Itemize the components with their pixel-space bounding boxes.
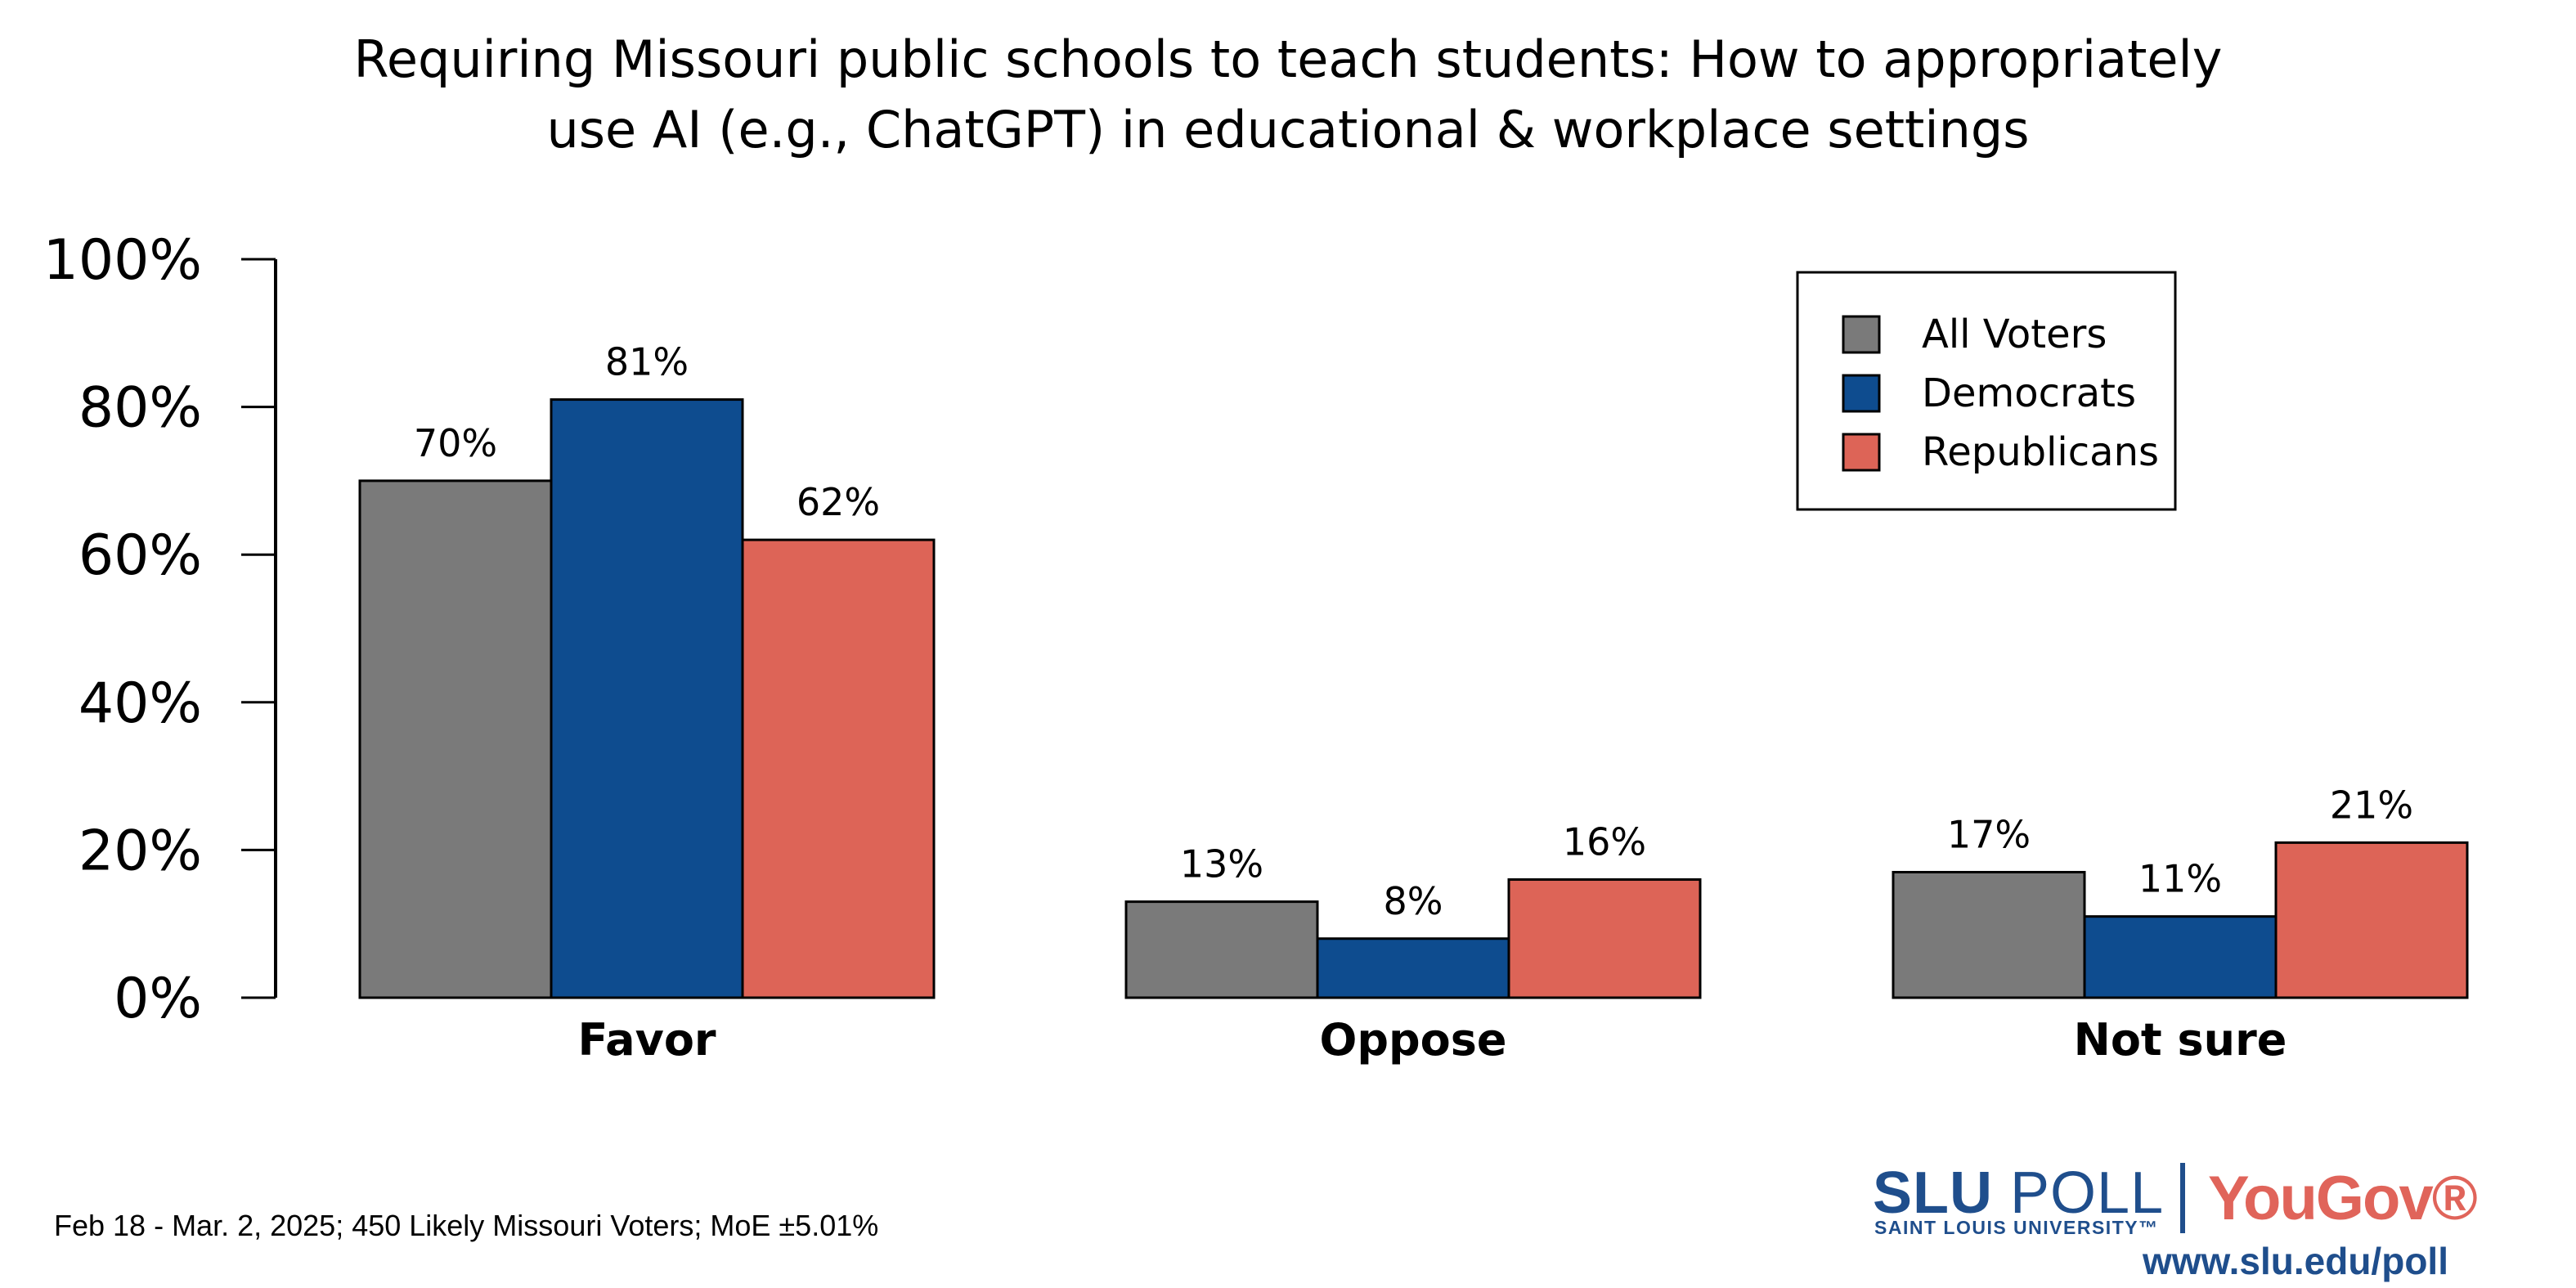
data-label: 21% bbox=[2330, 783, 2413, 827]
legend-swatch bbox=[1842, 433, 1881, 472]
y-tick-label: 80% bbox=[79, 376, 202, 441]
poll-url[interactable]: www.slu.edu/poll bbox=[2143, 1240, 2448, 1282]
legend-label: All Voters bbox=[1922, 312, 2107, 357]
slu-yougov-logo: SLU POLL SAINT LOUIS UNIVERSITY™ YouGov®… bbox=[1865, 1145, 2486, 1284]
bar-all-voters bbox=[358, 479, 553, 999]
slu-poll-logo: SLU POLL bbox=[1873, 1160, 2165, 1226]
data-label: 13% bbox=[1180, 842, 1263, 886]
bar-democrats bbox=[1316, 937, 1510, 999]
bar-republicans bbox=[1507, 878, 1702, 999]
data-label: 8% bbox=[1384, 879, 1443, 923]
yougov-logo: YouGov® bbox=[2208, 1164, 2478, 1233]
y-tick-label: 40% bbox=[79, 671, 202, 736]
y-tick-label: 60% bbox=[79, 523, 202, 588]
category-label: Oppose bbox=[1319, 1014, 1506, 1066]
data-label: 17% bbox=[1947, 812, 2031, 856]
data-label: 62% bbox=[797, 480, 880, 524]
legend-label: Democrats bbox=[1922, 370, 2136, 416]
chart-title-line-1: Requiring Missouri public schools to tea… bbox=[353, 29, 2223, 89]
y-tick-label: 20% bbox=[79, 819, 202, 883]
bar-democrats bbox=[550, 398, 744, 999]
bar-all-voters bbox=[1892, 870, 2086, 999]
y-tick-label: 100% bbox=[43, 228, 202, 293]
chart-title-line-2: use AI (e.g., ChatGPT) in educational & … bbox=[546, 100, 2030, 159]
category-label: Favor bbox=[577, 1014, 716, 1066]
y-tick-label: 0% bbox=[114, 967, 202, 1031]
legend-label: Republicans bbox=[1922, 429, 2159, 475]
category-label: Not sure bbox=[2074, 1014, 2287, 1066]
bar-republicans bbox=[2274, 841, 2469, 999]
data-label: 70% bbox=[414, 421, 497, 465]
logo-divider bbox=[2180, 1163, 2185, 1233]
data-label: 81% bbox=[605, 340, 689, 384]
footer-note: Feb 18 - Mar. 2, 2025; 450 Likely Missou… bbox=[54, 1209, 879, 1242]
data-label: 16% bbox=[1563, 820, 1646, 864]
bar-all-voters bbox=[1124, 900, 1319, 999]
bar-republicans bbox=[741, 538, 936, 999]
legend-swatch bbox=[1842, 315, 1881, 354]
data-label: 11% bbox=[2138, 857, 2222, 901]
slu-subtitle: SAINT LOUIS UNIVERSITY™ bbox=[1874, 1217, 2159, 1238]
bar-democrats bbox=[2083, 915, 2278, 999]
legend-swatch bbox=[1842, 374, 1881, 413]
